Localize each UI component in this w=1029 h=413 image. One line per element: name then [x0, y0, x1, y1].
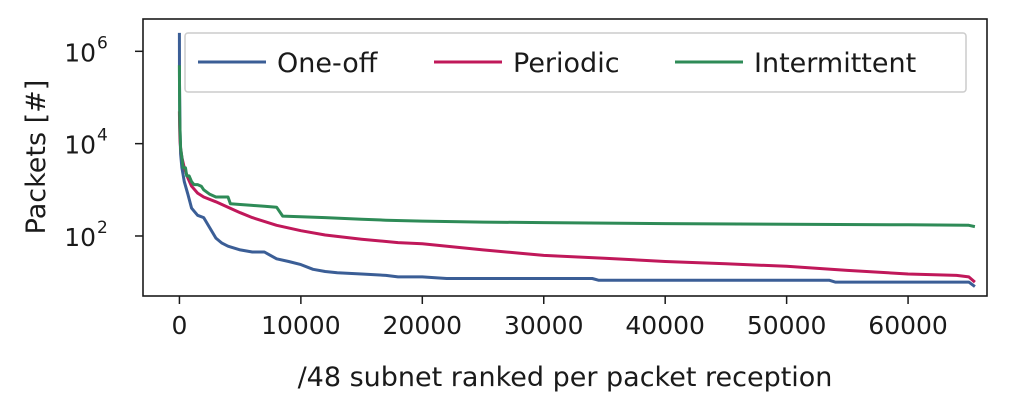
y-tick-exponent: 2: [97, 218, 108, 238]
y-tick-exponent: 6: [97, 33, 108, 53]
x-tick-label: 10000: [261, 311, 341, 340]
y-tick-label: 10: [64, 223, 96, 252]
x-axis: 0 10000 20000 30000 40000 50000 60000: [171, 296, 948, 340]
legend-label: Intermittent: [754, 48, 916, 79]
x-tick-label: 50000: [747, 311, 827, 340]
y-tick-label: 10: [64, 38, 96, 67]
legend-label: One-off: [277, 48, 379, 79]
y-tick-label: 10: [64, 131, 96, 160]
series-line-periodic: [177, 111, 976, 284]
x-tick-label: 30000: [504, 311, 584, 340]
series-line-one-off: [177, 32, 976, 288]
legend-box: [184, 32, 967, 93]
x-tick-label: 0: [171, 311, 187, 340]
y-axis-label: Packets [#]: [21, 80, 52, 235]
x-axis-label: /48 subnet ranked per packet reception: [298, 362, 833, 393]
plot-frame: [142, 18, 988, 297]
y-tick-exponent: 4: [97, 126, 108, 146]
legend-label: Periodic: [513, 48, 620, 79]
series-line-intermittent: [177, 65, 976, 229]
x-tick-label: 40000: [625, 311, 705, 340]
plot-lines: [177, 32, 976, 288]
x-tick-label: 60000: [868, 311, 948, 340]
legend: One-off Periodic Intermittent: [184, 32, 967, 93]
x-tick-label: 20000: [383, 311, 463, 340]
